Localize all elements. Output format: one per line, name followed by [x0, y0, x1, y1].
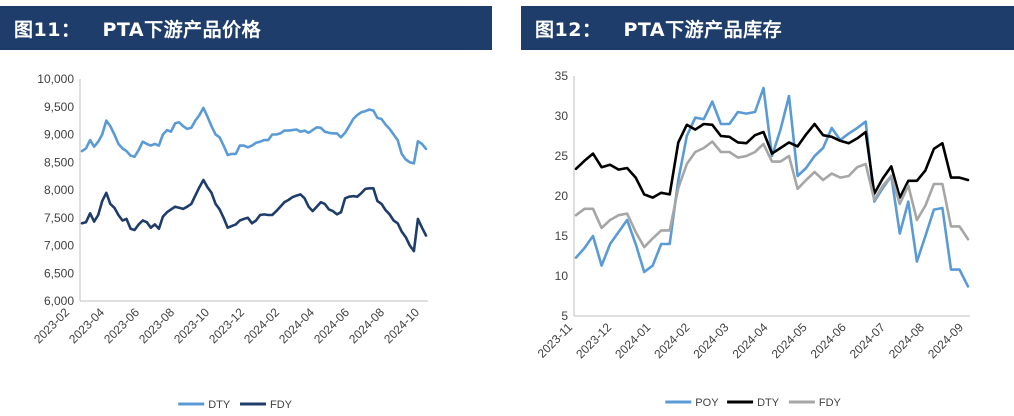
y-tick-label: 30 [555, 109, 569, 123]
inventory-line-chart: 35302520151052023-112023-122024-012024-0… [535, 69, 970, 409]
series-line-fdy [574, 140, 970, 249]
x-tick-label: 2024-06 [311, 305, 352, 346]
y-tick-label: 9,000 [44, 128, 74, 142]
series-line-poy [574, 86, 970, 288]
legend-label-fdy: FDY [270, 399, 293, 411]
y-tick-label: 9,500 [44, 100, 74, 114]
chart-panel-price: 图11： PTA下游产品价格 10,000 9,500 9,000 8,500 8,00… [0, 0, 492, 416]
x-tick-label: 2023-10 [171, 305, 212, 346]
figure-title-banner: 图11： PTA下游产品价格 [0, 6, 492, 50]
y-tick-label: 25 [555, 149, 569, 163]
y-tick-label: 8,500 [44, 155, 74, 169]
series-line-fdy [80, 178, 428, 253]
y-tick-label: 6,500 [44, 266, 74, 280]
legend-label-fdy: FDY [819, 397, 842, 409]
legend-label-dty: DTY [208, 399, 231, 411]
x-tick-label: 2024-04 [276, 305, 317, 346]
price-line-chart: 10,000 9,500 9,000 8,500 8,000 7,500 7,000 6,50… [31, 72, 428, 411]
x-tick-label: 2023-12 [206, 305, 247, 346]
x-tick-label: 2024-03 [690, 320, 731, 361]
x-tick-label: 2024-02 [241, 305, 282, 346]
figure-title-banner: 图12： PTA下游产品库存 [521, 6, 1014, 50]
y-tick-label: 15 [555, 229, 569, 243]
x-tick-label: 2024-02 [651, 320, 692, 361]
y-tick-label: 7,000 [44, 239, 74, 253]
y-tick-label: 10,000 [37, 72, 74, 86]
y-tick-label: 20 [555, 189, 569, 203]
x-tick-label: 2024-01 [612, 320, 653, 361]
x-tick-label: 2023-12 [573, 320, 614, 361]
figure-number: 图12： [535, 18, 602, 41]
x-tick-label: 2024-08 [886, 320, 927, 361]
y-tick-label: 35 [555, 69, 569, 83]
figure-title: PTA下游产品库存 [623, 18, 783, 41]
figure-title: PTA下游产品价格 [102, 18, 262, 41]
x-tick-label: 2024-09 [925, 320, 966, 361]
x-tick-label: 2024-06 [808, 320, 849, 361]
x-tick-label: 2024-10 [381, 305, 422, 346]
y-tick-label: 7,500 [44, 211, 74, 225]
x-tick-label: 2023-02 [31, 305, 72, 346]
y-tick-label: 8,000 [44, 183, 74, 197]
y-tick-label: 6,000 [44, 294, 74, 308]
legend-label-poy: POY [695, 397, 719, 409]
x-tick-label: 2023-04 [66, 305, 107, 346]
y-tick-label: 5 [561, 309, 568, 323]
figure-number: 图11： [14, 18, 81, 41]
x-tick-label: 2023-06 [101, 305, 142, 346]
x-tick-label: 2023-08 [136, 305, 177, 346]
x-tick-label: 2023-11 [535, 320, 576, 361]
chart-panel-inventory: 图12： PTA下游产品库存 35 30 25 20 15 10 5 2023-11 2023-… [521, 0, 1014, 416]
series-line-dty [80, 106, 428, 165]
x-tick-label: 2024-07 [847, 320, 888, 361]
x-tick-label: 2024-08 [346, 305, 387, 346]
series-line-dty [574, 122, 970, 199]
x-tick-label: 2024-04 [730, 320, 771, 361]
y-tick-label: 10 [555, 269, 569, 283]
x-tick-label: 2024-05 [769, 320, 810, 361]
legend-label-dty: DTY [757, 397, 780, 409]
